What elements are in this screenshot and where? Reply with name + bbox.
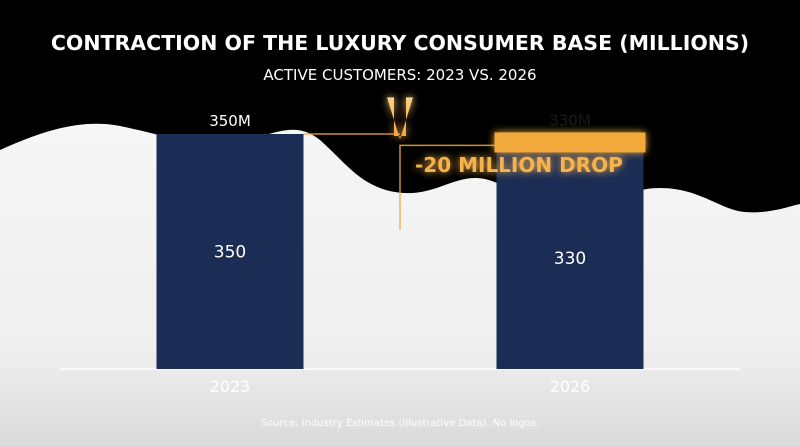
- bar-value-label-2026: 330: [554, 249, 586, 269]
- drop-annotation: -20 MILLION DROP: [415, 153, 623, 177]
- bar-2023: [156, 134, 304, 369]
- bar-top-label-2023: 350M: [209, 112, 251, 130]
- chart-subtitle: ACTIVE CUSTOMERS: 2023 VS. 2026: [263, 66, 536, 84]
- drop-connector-line: [303, 133, 497, 230]
- bar-2026: [496, 147, 644, 369]
- bar-top-label-2026: 330M: [549, 111, 591, 129]
- drop-highlight: [494, 132, 646, 153]
- x-tick-label-2026: 2026: [550, 377, 591, 396]
- chart-title: CONTRACTION OF THE LUXURY CONSUMER BASE …: [51, 31, 749, 55]
- bar-value-label-2023: 350: [214, 243, 246, 263]
- down-arrow-icon: [387, 97, 413, 140]
- x-tick-label-2023: 2023: [210, 377, 251, 396]
- source-note: Source: Industry Estimates (Illustrative…: [261, 418, 540, 429]
